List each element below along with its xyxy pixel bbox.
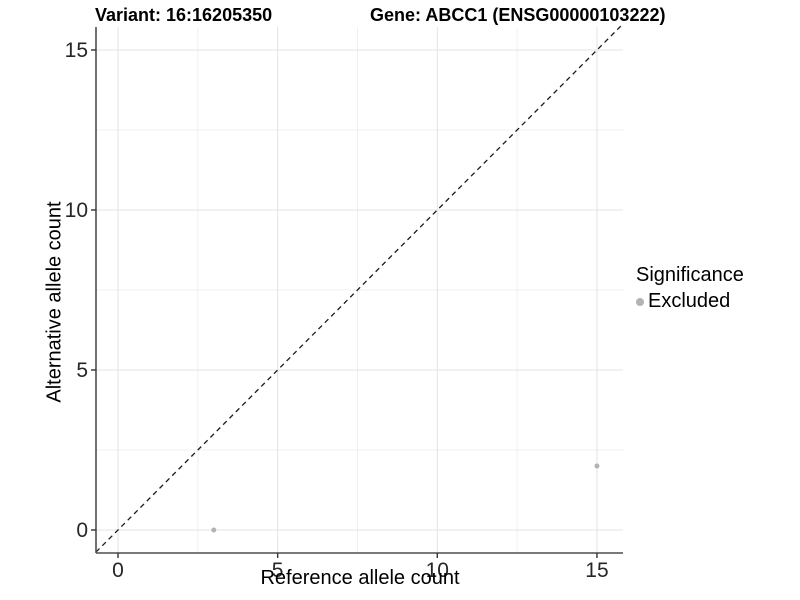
x-tick-label: 15 [585,559,608,582]
y-tick-label: 5 [76,359,88,382]
x-tick-label: 10 [426,559,449,582]
x-axis-title: Reference allele count [260,567,460,589]
plot-title-variant: Variant: 16:16205350 [95,5,273,25]
legend-entry-label: Excluded [648,290,731,312]
y-tick-label: 10 [65,199,88,222]
legend-entry-excluded: Excluded [636,290,744,313]
y-tick-label: 0 [76,519,88,542]
y-tick-label: 15 [65,39,88,62]
x-tick-label: 0 [112,559,124,582]
legend-title: Significance [636,264,744,286]
x-tick-label: 5 [272,559,284,582]
data-point [211,527,217,533]
identity-line [95,23,623,553]
legend-point-icon [636,297,644,306]
data-point [594,463,600,469]
plot-title-gene: Gene: ABCC1 (ENSG00000103222) [370,5,666,25]
legend: Significance Excluded [636,264,744,313]
